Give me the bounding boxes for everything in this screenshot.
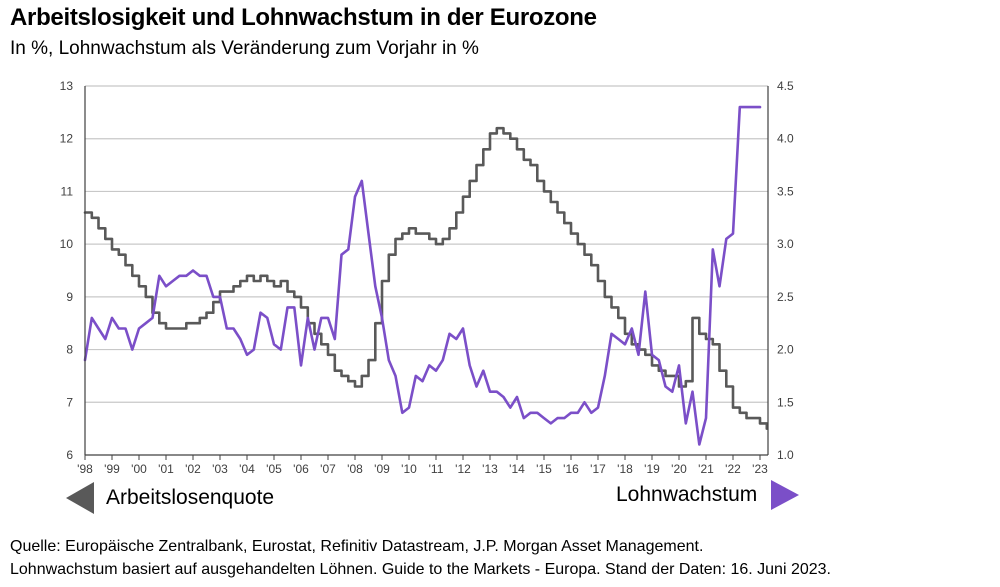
x-tick-label: '03 [212,462,228,476]
legend-label-unemployment: Arbeitslosenquote [106,486,275,509]
left-tick-label: 10 [60,237,74,251]
x-tick-label: '98 [77,462,93,476]
legend-left-axis: Arbeitslosenquote [66,482,274,514]
x-tick-label: '11 [429,462,444,476]
x-tick-label: '10 [401,462,417,476]
left-axis-ticks: 6 7 8 9 10 11 12 13 [60,79,74,462]
x-tick-label: '04 [239,462,255,476]
left-tick-label: 6 [66,448,73,462]
x-tick-label: '15 [536,462,552,476]
legend-label-wages: Lohnwachstum [616,483,758,506]
x-tick-label: '16 [563,462,579,476]
series-group [83,105,769,446]
x-tick-label: '08 [347,462,363,476]
x-tick-label: '02 [185,462,201,476]
x-tick-label: '99 [104,462,120,476]
left-tick-label: 11 [61,184,74,198]
left-tick-label: 13 [60,79,74,93]
right-axis-ticks: 1.0 1.5 2.0 2.5 3.0 3.5 4.0 4.5 [777,79,794,462]
x-tick-label: '21 [698,462,714,476]
data-note: Lohnwachstum basiert auf ausgehandelten … [10,561,831,578]
right-tick-label: 4.5 [777,79,794,93]
right-tick-label: 2.5 [777,290,794,304]
series-line-unemployment [83,126,769,430]
x-tick-label: '20 [671,462,687,476]
x-tick-label: '19 [644,462,660,476]
right-tick-label: 1.5 [777,395,794,409]
x-tick-label: '01 [158,462,174,476]
source-note: Quelle: Europäische Zentralbank, Eurosta… [10,538,704,555]
x-tick-label: '06 [293,462,309,476]
x-axis-ticks: '98 '99 '00 '01 '02 '03 '04 '05 '06 '07 '08 '09 '10 '… [77,455,768,476]
left-tick-label: 8 [66,343,73,357]
x-tick-label: '05 [266,462,282,476]
left-tick-label: 12 [60,132,74,146]
x-tick-label: '07 [320,462,336,476]
right-tick-label: 1.0 [777,448,794,462]
x-tick-label: '14 [509,462,525,476]
right-tick-label: 4.0 [777,132,794,146]
left-arrow-icon [66,482,94,514]
series-line-wage-growth [83,105,762,446]
chart-subtitle: In %, Lohnwachstum als Veränderung zum V… [10,38,479,59]
axes [84,86,769,456]
legend-right-axis: Lohnwachstum [616,480,800,510]
x-tick-label: '22 [725,462,741,476]
x-tick-label: '17 [590,462,606,476]
left-tick-label: 9 [66,290,73,304]
chart-canvas: 6 7 8 9 10 11 12 13 1.0 1.5 2.0 2.5 3.0 3.5 4.0 4.5 '9… [60,79,794,476]
gridlines [85,85,768,403]
left-tick-label: 7 [66,395,73,409]
right-tick-label: 2.0 [777,343,794,357]
x-tick-label: '09 [374,462,390,476]
chart-title: Arbeitslosigkeit und Lohnwachstum in der… [10,4,597,31]
x-tick-label: '23 [752,462,768,476]
x-tick-label: '12 [455,462,471,476]
right-arrow-icon [771,480,800,510]
x-tick-label: '18 [617,462,633,476]
right-tick-label: 3.0 [777,237,794,251]
right-tick-label: 3.5 [777,184,794,198]
x-tick-label: '00 [131,462,147,476]
x-tick-label: '13 [482,462,498,476]
